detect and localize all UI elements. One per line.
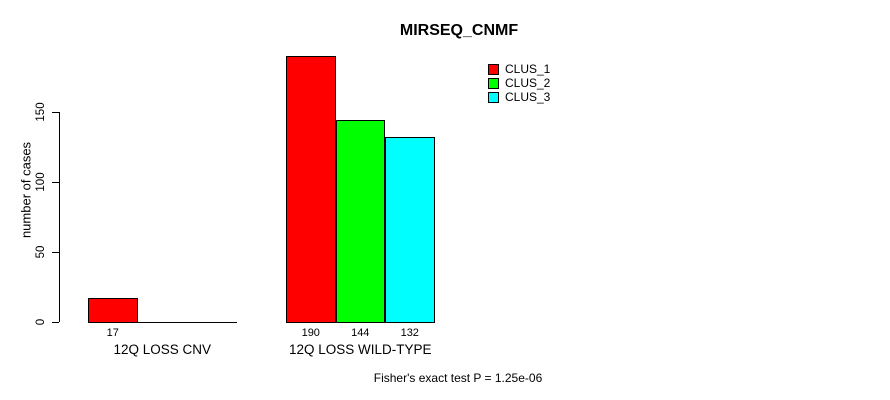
y-axis-tick-label: 0 (35, 318, 47, 326)
y-axis-tick-label: 50 (35, 245, 47, 259)
bar-clus_3-group2 (385, 137, 435, 323)
y-axis-tick-label: 100 (35, 172, 47, 192)
y-axis-tick-label: 150 (35, 102, 47, 122)
bar-clus_2-group2 (335, 120, 385, 323)
legend-item-clus_1: CLUS_1 (488, 62, 551, 76)
y-axis-tick (52, 182, 59, 183)
chart-title: MIRSEQ_CNMF (399, 22, 519, 39)
bar-clus_1-group1 (88, 298, 138, 323)
legend-label: CLUS_3 (505, 90, 551, 104)
x-axis-baseline (88, 322, 237, 323)
y-axis-tick (52, 112, 59, 113)
bar-value-label: 17 (106, 327, 119, 339)
legend: CLUS_1 CLUS_2 CLUS_3 (488, 62, 551, 104)
y-axis-tick (52, 252, 59, 253)
legend-swatch-clus_2 (488, 78, 499, 89)
bar-clus_1-group2 (286, 56, 336, 323)
category-label: 12Q LOSS CNV (113, 342, 212, 357)
legend-swatch-clus_3 (488, 92, 499, 103)
legend-label: CLUS_2 (505, 76, 551, 90)
bar-value-label: 132 (400, 327, 419, 339)
legend-swatch-clus_1 (488, 64, 499, 75)
bar-value-label: 144 (351, 327, 370, 339)
y-axis-line (59, 112, 60, 322)
legend-item-clus_2: CLUS_2 (488, 76, 551, 90)
legend-label: CLUS_1 (505, 62, 551, 76)
fisher-test-annotation: Fisher's exact test P = 1.25e-06 (373, 371, 543, 385)
legend-item-clus_3: CLUS_3 (488, 90, 551, 104)
category-label: 12Q LOSS WILD-TYPE (288, 342, 432, 357)
bar-value-label: 190 (301, 327, 320, 339)
y-axis-tick (52, 322, 59, 323)
